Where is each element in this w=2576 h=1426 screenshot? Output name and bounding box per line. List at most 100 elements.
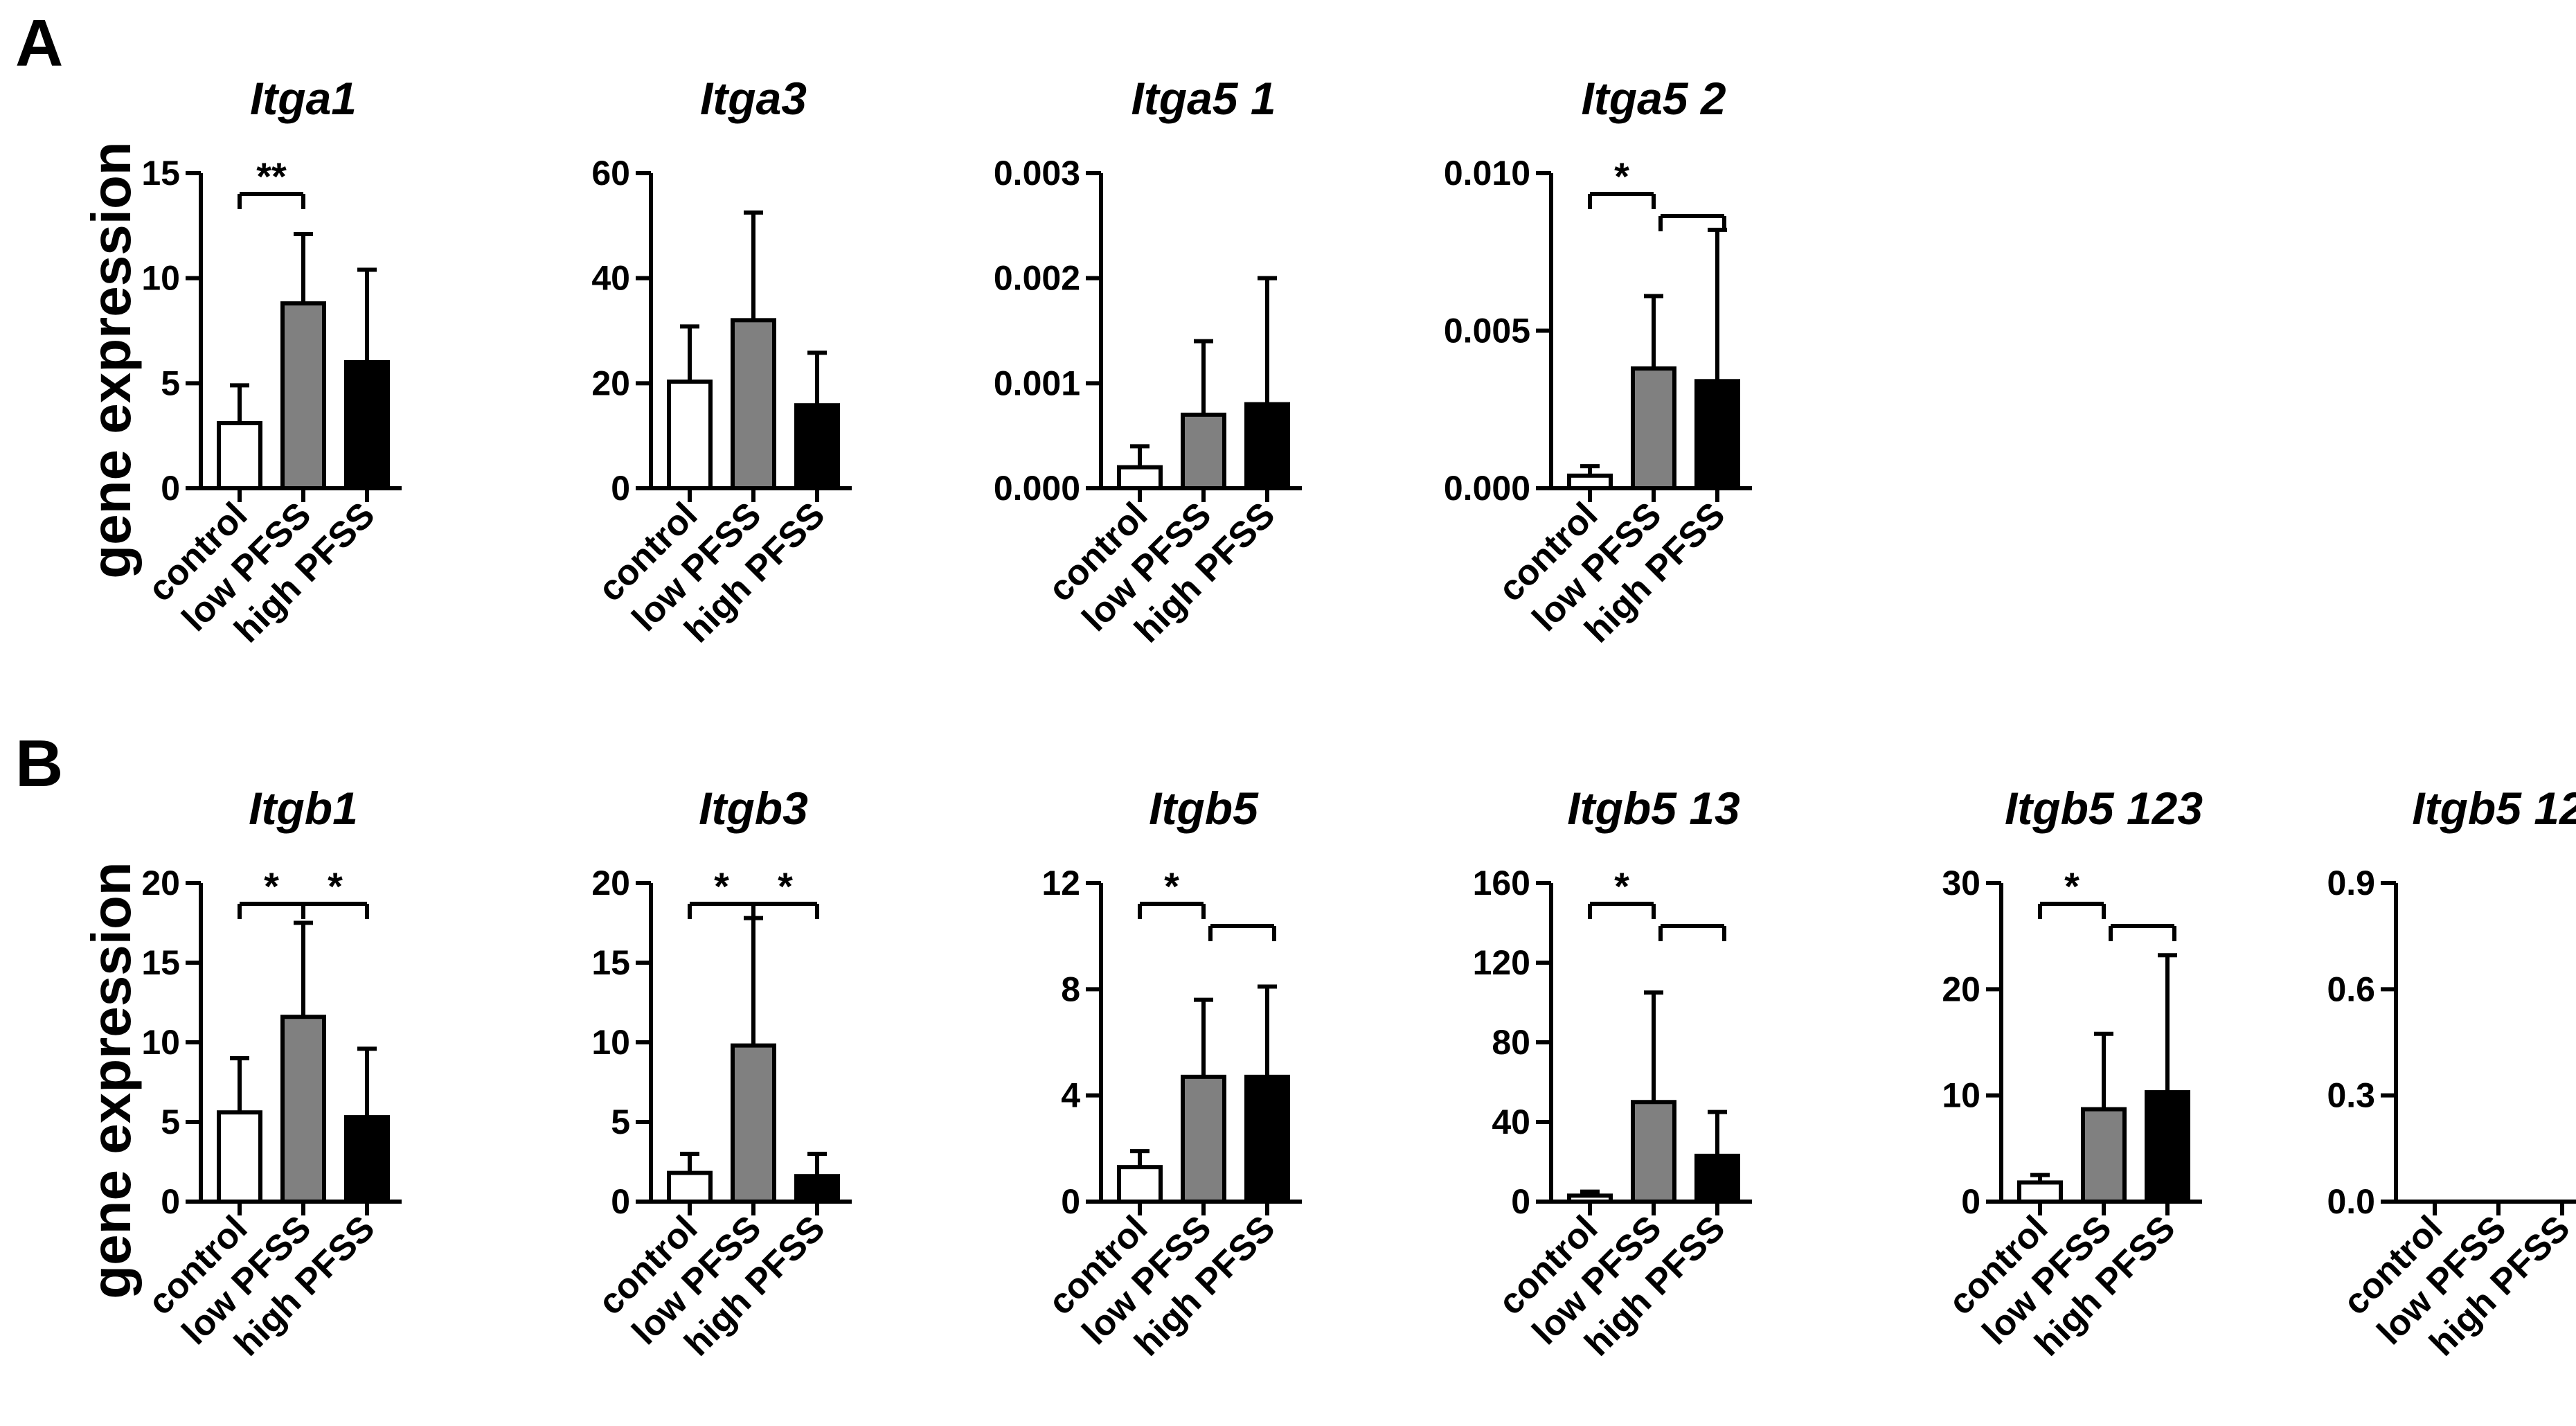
panel-b-y-axis-label: gene expression — [80, 862, 142, 1299]
bar — [1631, 366, 1676, 490]
bar — [280, 301, 326, 490]
y-tick-label: 0.003 — [994, 154, 1080, 193]
bar — [1567, 473, 1613, 490]
bar — [217, 1110, 262, 1204]
significance-label: * — [328, 864, 343, 908]
chart-title: Itgb1 — [249, 783, 358, 834]
chart-title: Itga5 2 — [1581, 73, 1726, 124]
bar — [794, 403, 840, 491]
y-tick-label: 10 — [141, 259, 180, 298]
y-tick-label: 40 — [591, 259, 630, 298]
significance-label: * — [778, 864, 793, 908]
y-tick-label: 160 — [1473, 864, 1530, 902]
y-tick-label: 0 — [161, 469, 180, 508]
chart-title: Itga3 — [700, 73, 807, 124]
chart-title: Itga1 — [250, 73, 357, 124]
bar — [731, 318, 776, 491]
chart-title: Itgb3 — [699, 783, 808, 834]
y-tick-label: 12 — [1041, 864, 1080, 902]
chart-title: Itga5 1 — [1131, 73, 1276, 124]
bar — [2081, 1107, 2127, 1204]
y-tick-label: 0.010 — [1444, 154, 1530, 193]
y-tick-label: 10 — [141, 1023, 180, 1062]
y-tick-label: 0.0 — [2327, 1182, 2375, 1221]
bar — [2145, 1090, 2190, 1204]
bar — [1181, 1074, 1226, 1204]
y-tick-label: 80 — [1492, 1023, 1530, 1062]
y-tick-label: 20 — [591, 364, 630, 402]
significance-label: * — [2064, 864, 2079, 908]
bar — [344, 1115, 390, 1204]
significance-label: * — [1614, 864, 1629, 908]
y-tick-label: 0.9 — [2327, 864, 2375, 902]
y-tick-label: 4 — [1061, 1076, 1080, 1115]
chart-title: Itgb5 13 — [1567, 783, 1739, 834]
y-tick-label: 0 — [1511, 1182, 1530, 1221]
y-tick-label: 20 — [1942, 970, 1980, 1008]
y-tick-label: 0.000 — [994, 469, 1080, 508]
significance-label: * — [264, 864, 279, 908]
y-tick-label: 0 — [161, 1182, 180, 1221]
significance-label: * — [1164, 864, 1179, 908]
bar — [217, 420, 262, 491]
y-tick-label: 0.005 — [1444, 312, 1530, 350]
y-tick-label: 10 — [1942, 1076, 1980, 1115]
y-tick-label: 8 — [1061, 970, 1080, 1008]
chart-title: Itgb5 123 — [2005, 783, 2203, 834]
y-tick-label: 0 — [611, 1182, 630, 1221]
y-tick-label: 0.001 — [994, 364, 1080, 402]
y-tick-label: 15 — [141, 154, 180, 193]
y-tick-label: 60 — [591, 154, 630, 193]
chart-title: Itgb5 — [1149, 783, 1259, 834]
bar — [344, 360, 390, 490]
bar — [1117, 1165, 1163, 1204]
y-tick-label: 20 — [591, 864, 630, 902]
y-tick-label: 0.000 — [1444, 469, 1530, 508]
y-tick-label: 0.002 — [994, 259, 1080, 298]
bar — [1694, 379, 1740, 490]
chart-title: Itgb5 12 — [2412, 783, 2576, 834]
significance-label: * — [714, 864, 729, 908]
bar — [1567, 1193, 1613, 1204]
y-tick-label: 20 — [141, 864, 180, 902]
bar — [667, 380, 713, 491]
bar — [280, 1015, 326, 1204]
y-tick-label: 0 — [1961, 1182, 1980, 1221]
y-tick-label: 40 — [1492, 1103, 1530, 1141]
significance-label: ** — [256, 154, 287, 198]
bar — [731, 1043, 776, 1204]
y-tick-label: 0.3 — [2327, 1076, 2375, 1115]
bar — [667, 1170, 713, 1204]
y-tick-label: 5 — [161, 1103, 180, 1141]
bar — [2017, 1180, 2063, 1204]
bar — [1244, 402, 1290, 491]
y-tick-label: 5 — [611, 1103, 630, 1141]
y-tick-label: 0.6 — [2327, 970, 2375, 1008]
y-tick-label: 10 — [591, 1023, 630, 1062]
y-tick-label: 5 — [161, 364, 180, 402]
significance-label: * — [1614, 154, 1629, 198]
panel-b-label: B — [15, 727, 63, 801]
bar — [1244, 1074, 1290, 1204]
bar — [1694, 1153, 1740, 1204]
bar — [1117, 465, 1163, 491]
y-tick-label: 0 — [611, 469, 630, 508]
bar — [1631, 1100, 1676, 1204]
y-tick-label: 15 — [591, 943, 630, 982]
bar — [794, 1174, 840, 1204]
y-tick-label: 30 — [1942, 864, 1980, 902]
y-tick-label: 0 — [1061, 1182, 1080, 1221]
panel-a-label: A — [15, 6, 63, 80]
